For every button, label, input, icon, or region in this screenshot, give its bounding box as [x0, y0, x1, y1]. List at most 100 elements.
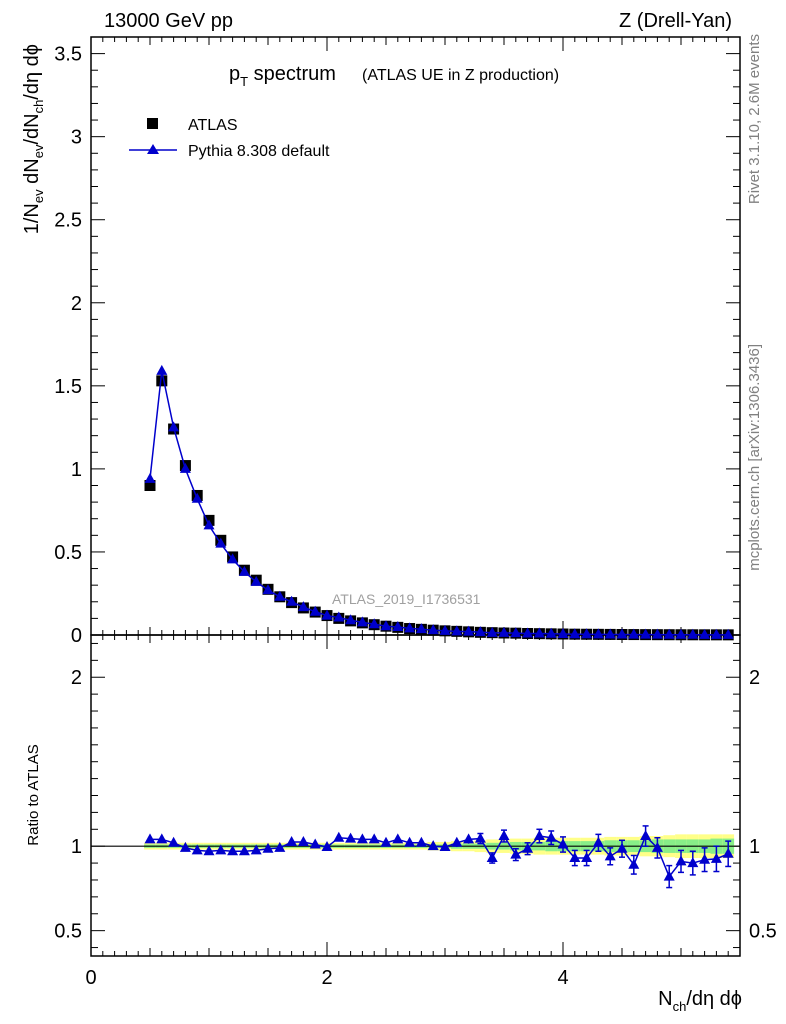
ratio-point [250, 844, 262, 855]
ratio-point [345, 832, 357, 843]
ratio-point [203, 845, 215, 856]
pythia-point [592, 628, 604, 639]
ratio-point [179, 841, 191, 852]
y-tick-label-main: 1.5 [54, 376, 82, 398]
pythia-point [179, 462, 191, 473]
ratio-point [522, 842, 534, 853]
ratio-point [722, 847, 734, 858]
ratio-point [581, 852, 593, 863]
y-tick-label-main: 0.5 [54, 542, 82, 564]
mcplots-label: mcplots.cern.ch [arXiv:1306.3436] [746, 344, 763, 571]
ratio-point [404, 836, 416, 847]
ratio-point [498, 830, 510, 841]
ratio-point [569, 852, 581, 863]
plot-subtitle: (ATLAS UE in Z production) [362, 67, 559, 84]
y-tick-label-main: 2 [71, 293, 82, 315]
pythia-point [392, 621, 404, 632]
pythia-point [699, 628, 711, 639]
pythia-point [262, 584, 274, 595]
pythia-point [498, 626, 510, 637]
pythia-point [309, 605, 321, 616]
pythia-point [345, 614, 357, 625]
ratio-point [215, 844, 227, 855]
ratio-point [651, 841, 663, 852]
ratio-point [380, 836, 392, 847]
svg-text:pT spectrum: pT spectrum [229, 63, 336, 89]
pythia-point [144, 472, 156, 483]
ratio-point [545, 831, 557, 842]
ratio-point [557, 838, 569, 849]
pythia-point [545, 627, 557, 638]
pythia-point [404, 622, 416, 633]
y-tick-label-ratio: 0.5 [54, 921, 82, 943]
ratio-point [604, 850, 616, 861]
ratio-point [533, 830, 545, 841]
pythia-point [510, 627, 522, 638]
y-tick-label-ratio-right: 2 [749, 667, 760, 689]
pythia-point [486, 626, 498, 637]
ratio-point [592, 836, 604, 847]
ratio-point [274, 841, 286, 852]
y-tick-label-main: 3 [71, 127, 82, 149]
pythia-point [628, 628, 640, 639]
legend: ATLAS Pythia 8.308 default [129, 117, 330, 160]
ratio-point [368, 833, 380, 844]
ratio-point [321, 841, 333, 852]
analysis-watermark: ATLAS_2019_I1736531 [332, 591, 481, 607]
pythia-point [250, 575, 262, 586]
plot-title: pT spectrum (ATLAS UE in Z production) [229, 63, 559, 89]
pythia-point [640, 628, 652, 639]
pythia-point [474, 626, 486, 637]
ratio-point [392, 833, 404, 844]
x-tick-label: 4 [557, 967, 568, 989]
ratio-point [297, 835, 309, 846]
pythia-point [415, 623, 427, 634]
pythia-point [274, 590, 286, 601]
ratio-point [486, 852, 498, 863]
pythia-point [297, 601, 309, 612]
pythia-point [651, 628, 663, 639]
y-tick-label-main: 3.5 [54, 44, 82, 66]
pythia-point [675, 628, 687, 639]
pythia-point [168, 421, 180, 432]
atlas-point [144, 480, 156, 491]
pythia-point [227, 553, 239, 564]
pythia-point [604, 628, 616, 639]
pythia-point [368, 618, 380, 629]
energy-label: 13000 GeV pp [104, 10, 233, 32]
process-label: Z (Drell-Yan) [619, 10, 732, 32]
pythia-point [557, 628, 569, 639]
ratio-point [309, 838, 321, 849]
y-tick-label-ratio-right: 1 [749, 836, 760, 858]
ratio-point [168, 836, 180, 847]
y-tick-label-main: 0 [71, 625, 82, 647]
ratio-point [356, 833, 368, 844]
ratio-point [474, 832, 486, 843]
pythia-point [451, 625, 463, 636]
ratio-point [415, 836, 427, 847]
rivet-label: Rivet 3.1.10, 2.6M events [746, 34, 763, 204]
ratio-point [687, 857, 699, 868]
ratio-point [628, 858, 640, 869]
pythia-point [439, 624, 451, 635]
pythia-point [380, 620, 392, 631]
pythia-point [356, 616, 368, 627]
pythia-point [333, 611, 345, 622]
legend-atlas-label: ATLAS [188, 117, 238, 134]
ratio-point [144, 833, 156, 844]
pythia-point [203, 519, 215, 530]
legend-mc-label: Pythia 8.308 default [188, 143, 330, 160]
ratio-point [710, 852, 722, 863]
y-axis-label-main: 1/Nev dNev/dNch/dη dϕ [21, 44, 46, 234]
ratio-frame [90, 634, 741, 957]
pythia-point [156, 364, 168, 375]
pythia-point [663, 628, 675, 639]
pythia-point [722, 628, 734, 639]
ratio-point [191, 844, 203, 855]
x-axis-label: Nch/dη dϕ [658, 988, 742, 1014]
pythia-point [215, 537, 227, 548]
ratio-point [227, 845, 239, 856]
pythia-point [427, 624, 439, 635]
ratio-point [156, 833, 168, 844]
